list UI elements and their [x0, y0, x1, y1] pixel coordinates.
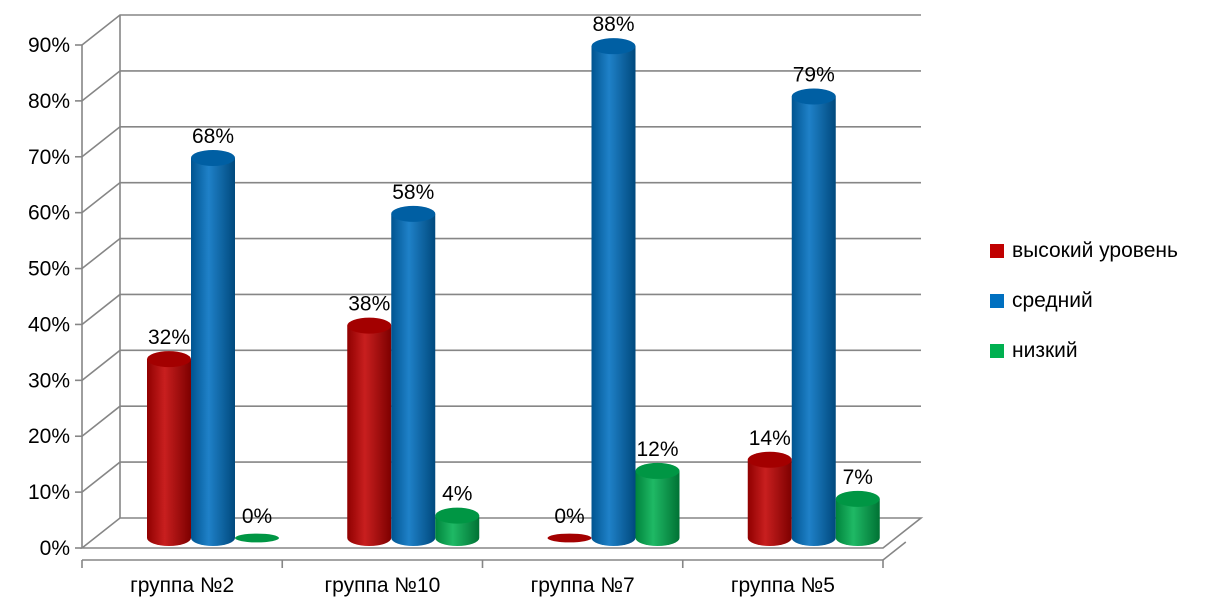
bar-top	[235, 533, 279, 543]
data-label: 32%	[148, 326, 190, 349]
data-label: 79%	[793, 63, 835, 86]
y-tick-label: 90%	[28, 34, 70, 57]
data-label: 12%	[636, 438, 678, 461]
y-axis-tick-labels: 0% 10% 20% 30% 40% 50% 60% 70% 80% 90%	[28, 34, 70, 560]
bar	[835, 490, 880, 546]
bar-body	[635, 470, 680, 546]
bar-top	[747, 451, 792, 468]
bars	[147, 38, 880, 547]
category-label: группа №10	[325, 574, 441, 597]
bar-body	[835, 498, 880, 546]
bar	[191, 149, 235, 546]
y-tick-label: 50%	[28, 258, 70, 281]
category-label: группа №7	[531, 574, 635, 597]
bar-top	[835, 490, 880, 507]
category-label: группа №5	[731, 574, 835, 597]
bar-top	[191, 149, 235, 166]
bar-body	[435, 515, 480, 546]
bar	[635, 462, 680, 546]
bar	[591, 38, 636, 547]
bar-top	[791, 88, 836, 105]
bar-body	[191, 157, 235, 546]
bar	[347, 317, 392, 546]
y-tick-label: 10%	[28, 481, 70, 504]
data-label: 4%	[442, 483, 472, 506]
legend: высокий уровень средний низкий	[990, 239, 1178, 362]
data-label: 0%	[554, 505, 584, 528]
data-label: 68%	[192, 125, 234, 148]
data-label: 58%	[392, 181, 434, 204]
legend-swatch	[990, 294, 1004, 308]
category-label: группа №2	[130, 574, 234, 597]
y-tick-label: 20%	[28, 425, 70, 448]
bar-body	[791, 96, 836, 546]
bar-top	[435, 507, 480, 524]
data-label: 7%	[843, 466, 873, 489]
data-label: 0%	[242, 505, 272, 528]
bar-body	[347, 325, 392, 546]
bar-top	[547, 533, 592, 543]
y-tick-label: 70%	[28, 146, 70, 169]
bar	[547, 533, 592, 543]
y-tick-label: 60%	[28, 202, 70, 225]
y-tick-label: 80%	[28, 90, 70, 113]
bar-body	[147, 359, 191, 546]
y-tick-label: 0%	[40, 537, 70, 560]
bar-top	[391, 205, 436, 222]
bar	[435, 507, 480, 546]
bar	[391, 205, 436, 546]
bar	[747, 451, 792, 546]
bar-body	[591, 46, 636, 547]
bar-top	[147, 351, 191, 368]
legend-swatch	[990, 344, 1004, 358]
legend-label: низкий	[1012, 339, 1078, 362]
legend-swatch	[990, 244, 1004, 258]
legend-label: высокий уровень	[1012, 239, 1178, 262]
bar	[791, 88, 836, 546]
bar-body	[391, 213, 436, 546]
bar	[147, 351, 191, 546]
floor	[79, 517, 924, 549]
bar	[235, 533, 279, 543]
y-tick-label: 40%	[28, 313, 70, 336]
data-label: 38%	[348, 293, 390, 316]
gridline	[81, 14, 921, 46]
bar-top	[635, 462, 680, 479]
bar-top	[347, 317, 392, 334]
legend-label: средний	[1012, 289, 1093, 312]
x-axis-depth-line	[882, 541, 907, 561]
data-labels: 32% 68% 0% 38% 58% 4% 0% 88% 12% 14% 79% 7%	[148, 13, 873, 528]
axes	[75, 15, 907, 568]
bar-top	[591, 38, 636, 55]
category-labels: группа №2 группа №10 группа №7 группа №5	[130, 574, 835, 597]
data-label: 14%	[749, 427, 791, 450]
data-label: 88%	[592, 13, 634, 36]
y-tick-label: 30%	[28, 369, 70, 392]
bar-body	[747, 459, 792, 546]
